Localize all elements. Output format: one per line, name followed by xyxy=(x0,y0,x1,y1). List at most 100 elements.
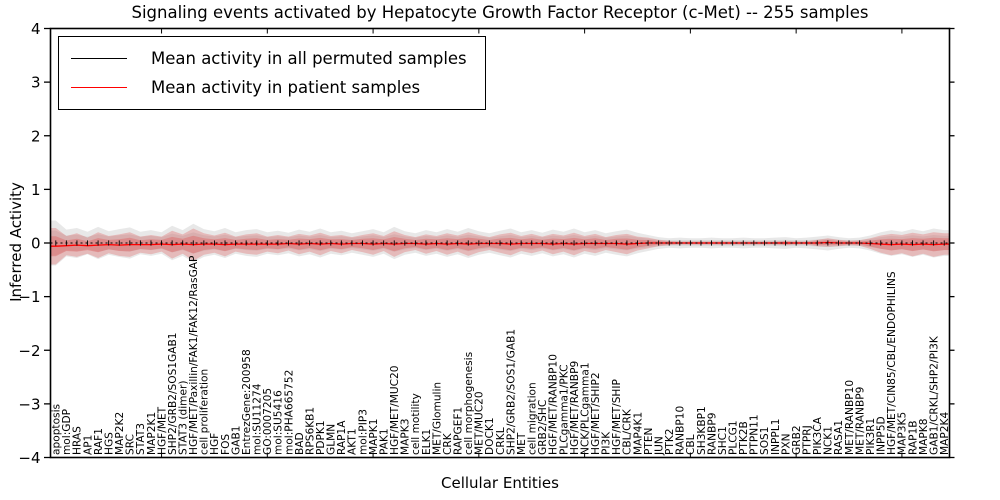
x-category-label: GAB1/CRKL/SHP2/PI3K xyxy=(928,335,940,455)
x-category-label: PI3K xyxy=(601,431,613,455)
x-category-label: MAPK1 xyxy=(368,419,380,455)
x-category-label: HGF/MET/MUC20 xyxy=(389,365,401,455)
x-category-label: JUN xyxy=(653,436,665,456)
x-category-label: DOCK1 xyxy=(484,417,496,455)
x-category-label: cell migration xyxy=(527,382,539,455)
x-category-label: HGF/MET xyxy=(156,406,168,455)
x-category-label: INPPL1 xyxy=(770,419,782,455)
x-category-label: BAD xyxy=(294,432,306,455)
x-category-label: MAP3K5 xyxy=(897,412,909,455)
x-category-label: HRAS xyxy=(72,426,84,455)
x-category-label: HGF/MET/Paxillin/FAK1/FAK12/RasGAP xyxy=(188,255,200,455)
y-tick-label: 0 xyxy=(31,235,41,253)
x-category-label: PTK2 xyxy=(664,428,676,455)
x-category-label: CRKL xyxy=(495,427,507,455)
x-category-label: MAP2K1 xyxy=(146,412,158,455)
y-tick-label: 4 xyxy=(31,20,41,38)
x-category-label: PXN xyxy=(780,433,792,455)
x-category-label: MAPK8 xyxy=(918,418,930,455)
x-category-label: AP1 xyxy=(82,435,94,455)
patient-line-swatch xyxy=(71,87,127,88)
x-category-label: mol:SU5416 xyxy=(273,390,285,455)
x-category-label: MAP2K4 xyxy=(939,412,951,455)
x-category-label: RAP1B xyxy=(907,420,919,455)
y-tick-label: −4 xyxy=(18,449,40,467)
x-category-label: PTK2B xyxy=(738,421,750,455)
patient-samples-spread-inner xyxy=(50,235,950,257)
x-category-label: EntrezGene:200958 xyxy=(241,349,253,455)
legend-entry-patient: Mean activity in patient samples xyxy=(71,73,467,102)
x-category-label: HGF/MET/SHIP2 xyxy=(590,372,602,455)
x-category-label: GAB1 xyxy=(230,426,242,455)
x-axis-label: Cellular Entities xyxy=(441,474,559,492)
permuted-line-swatch xyxy=(71,58,127,59)
x-category-label: RAP1A xyxy=(336,420,348,455)
x-category-label: MAPK3 xyxy=(400,419,412,455)
permuted-mean-markers xyxy=(55,240,945,246)
x-category-label: apoptosis xyxy=(51,404,63,455)
chart-title: Signaling events activated by Hepatocyte… xyxy=(131,3,869,22)
x-category-label: FOS xyxy=(220,434,232,455)
x-category-label: mol:PHA665752 xyxy=(283,370,295,455)
x-category-label: RAF1 xyxy=(93,428,105,455)
y-axis-group: 4 3 2 1 0 −1 −2 −3 −4 xyxy=(18,20,955,467)
x-category-label: cell morphogenesis xyxy=(463,352,475,455)
y-tick-label: 1 xyxy=(31,181,41,199)
x-category-label: PTEN xyxy=(643,428,655,455)
x-category-label: SOS1 xyxy=(759,426,771,455)
y-tick-label: −3 xyxy=(18,395,40,413)
x-category-label: RANBP9 xyxy=(706,413,718,456)
x-category-label: PIK3R1 xyxy=(865,418,877,455)
x-category-label: cell motility xyxy=(410,393,422,455)
x-category-label: HGS xyxy=(103,432,115,455)
x-category-label: HGF xyxy=(209,433,221,455)
x-category-label: GLMN xyxy=(326,424,338,455)
x-category-label: ELK1 xyxy=(421,429,433,455)
x-category-label: CBL/CRK xyxy=(622,408,634,455)
x-tick-labels-group: apoptosismol:GDPHRASAP1RAF1HGSMAP2K2SRCS… xyxy=(51,255,951,456)
x-category-label: cell proliferation xyxy=(199,369,211,455)
x-category-label: SHC1 xyxy=(717,426,729,455)
x-category-label: NCK/PLCgamma1 xyxy=(579,362,591,455)
x-category-label: MET/RANBP10 xyxy=(844,380,856,455)
x-category-label: mol:GDP xyxy=(61,408,73,455)
legend-box: Mean activity in all permuted samples Me… xyxy=(58,36,486,110)
x-category-label: HGF/MET/RANBP10 xyxy=(548,354,560,455)
x-category-label: RANBP10 xyxy=(675,406,687,455)
x-category-label: MET/RANBP9 xyxy=(854,387,866,455)
x-category-label: INPP5D xyxy=(876,416,888,455)
y-tick-label: −2 xyxy=(18,342,40,360)
x-category-label: AKT1 xyxy=(347,428,359,455)
x-category-label: PTPRJ xyxy=(802,425,814,455)
y-tick-label: 3 xyxy=(31,74,41,92)
x-category-label: GRB2 xyxy=(791,425,803,455)
x-category-label: SHP2/GRB2/SOS1/GAB1 xyxy=(505,329,517,455)
y-tick-label: 2 xyxy=(31,127,41,145)
x-axis-ticks-group xyxy=(161,28,903,458)
x-category-label: PTPN11 xyxy=(749,414,761,455)
x-category-label: MET/Glomulin xyxy=(431,382,443,455)
x-category-label: MAP4K1 xyxy=(632,412,644,455)
x-category-label: PAK1 xyxy=(378,428,390,455)
legend-entry-permuted: Mean activity in all permuted samples xyxy=(71,44,467,73)
x-category-label: PIK3CA xyxy=(812,416,824,455)
x-category-label: mol:PIP3 xyxy=(357,409,369,455)
x-category-label: mol:SU11274 xyxy=(252,383,264,455)
x-category-label: PLCgamma1/PKC xyxy=(558,365,570,456)
x-category-label: SHP2/GRB2/SOS1GAB1 xyxy=(167,332,179,455)
x-category-label: RASA1 xyxy=(833,420,845,455)
x-category-label: STAT3 (dimer) xyxy=(178,380,190,455)
x-category-label: CRK xyxy=(442,432,454,455)
patient-samples-spread-outer xyxy=(50,228,950,265)
legend-label: Mean activity in patient samples xyxy=(151,78,421,97)
x-category-label: STAT3 xyxy=(135,423,147,455)
legend-label: Mean activity in all permuted samples xyxy=(151,49,467,68)
x-category-label: RPS6KB1 xyxy=(304,407,316,455)
y-tick-label: −1 xyxy=(18,288,40,306)
x-category-label: GO:0007205 xyxy=(262,388,274,455)
x-category-label: MAP2K2 xyxy=(114,412,126,455)
x-category-label: HGF/MET/SHIP xyxy=(611,378,623,455)
x-category-label: MET xyxy=(516,432,528,455)
x-category-label: SH3KBP1 xyxy=(696,406,708,455)
